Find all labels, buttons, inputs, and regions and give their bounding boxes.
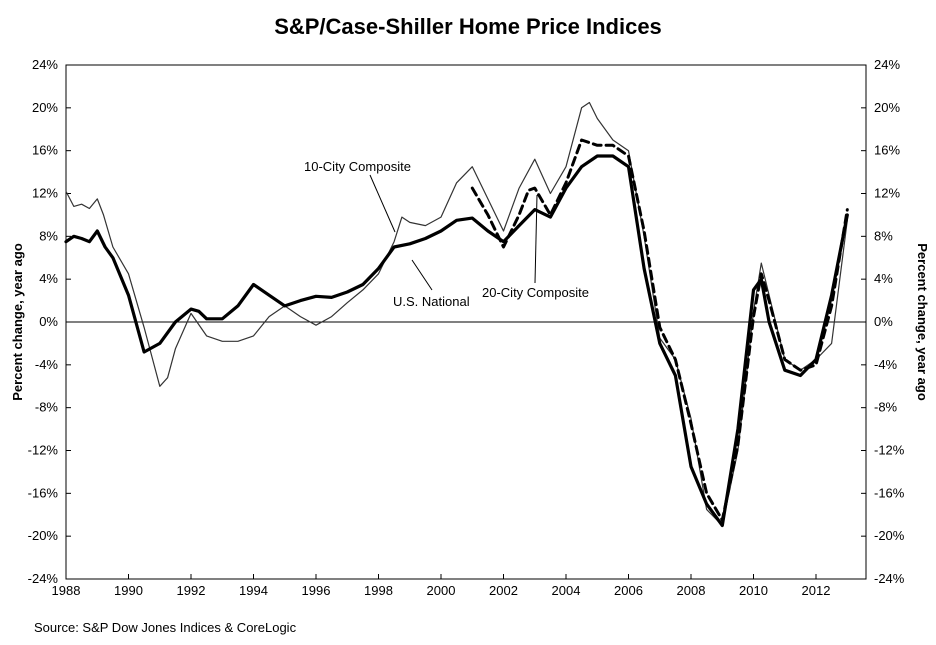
x-tick-label: 1996 — [302, 583, 331, 598]
series-line-u-s-national — [64, 154, 849, 528]
source-note: Source: S&P Dow Jones Indices & CoreLogi… — [34, 620, 297, 635]
y-tick-label-right: 24% — [874, 57, 900, 72]
y-tick-label-right: -4% — [874, 357, 898, 372]
y-tick-label-left: 16% — [32, 143, 58, 158]
y-tick-label-left: 24% — [32, 57, 58, 72]
x-tick-label: 2010 — [739, 583, 768, 598]
y-tick-label-right: 0% — [874, 314, 893, 329]
x-tick-label: 2008 — [677, 583, 706, 598]
x-tick-label: 2000 — [427, 583, 456, 598]
y-tick-label-left: -4% — [35, 357, 59, 372]
y-tick-label-left: 4% — [39, 271, 58, 286]
chart-title: S&P/Case-Shiller Home Price Indices — [274, 14, 662, 39]
y-tick-label-right: 8% — [874, 228, 893, 243]
annotation-leader-national — [411, 259, 433, 291]
y-tick-label-right: 20% — [874, 100, 900, 115]
x-tick-label: 1990 — [114, 583, 143, 598]
series-line-20-city-composite — [470, 138, 849, 522]
series-layer — [64, 101, 849, 528]
x-tick-label: 1998 — [364, 583, 393, 598]
y-tick-label-right: -24% — [874, 571, 905, 586]
annotation-leader-10city — [369, 174, 396, 233]
y-tick-label-right: 12% — [874, 186, 900, 201]
y-tick-label-left: 0% — [39, 314, 58, 329]
y-axis-label-left: Percent change, year ago — [10, 243, 25, 401]
y-tick-label-left: -8% — [35, 400, 59, 415]
x-tick-label: 1992 — [177, 583, 206, 598]
y-tick-label-right: -12% — [874, 443, 905, 458]
x-tick-label: 1994 — [239, 583, 268, 598]
y-tick-label-right: 4% — [874, 271, 893, 286]
y-tick-label-left: 8% — [39, 228, 58, 243]
annotation-layer: 10-City Composite U.S. National 20-City … — [304, 159, 589, 309]
y-axis-label-right: Percent change, year ago — [915, 243, 930, 401]
annotation-10city-label: 10-City Composite — [304, 159, 411, 174]
annotation-20city-label: 20-City Composite — [482, 285, 589, 300]
y-tick-label-right: -8% — [874, 400, 898, 415]
x-tick-label: 2012 — [802, 583, 831, 598]
y-tick-label-right: -16% — [874, 485, 905, 500]
y-tick-label-left: -16% — [28, 485, 59, 500]
annotation-leader-20city — [534, 194, 538, 284]
x-tick-label: 2006 — [614, 583, 643, 598]
annotation-national-label: U.S. National — [393, 294, 470, 309]
y-tick-label-left: -24% — [28, 571, 59, 586]
y-tick-label-right: -20% — [874, 528, 905, 543]
x-tick-label: 2004 — [552, 583, 581, 598]
y-tick-label-left: 20% — [32, 100, 58, 115]
x-tick-label: 1988 — [52, 583, 81, 598]
y-tick-label-left: -12% — [28, 443, 59, 458]
axes-layer: 24% 24% 20% 20% 16% 16% 12% 12% 8% 8% 4% 4% 0% 0% -4% -… — [28, 57, 905, 598]
y-tick-label-left: 12% — [32, 186, 58, 201]
x-tick-label: 2002 — [489, 583, 518, 598]
y-tick-label-right: 16% — [874, 143, 900, 158]
y-tick-label-left: -20% — [28, 528, 59, 543]
